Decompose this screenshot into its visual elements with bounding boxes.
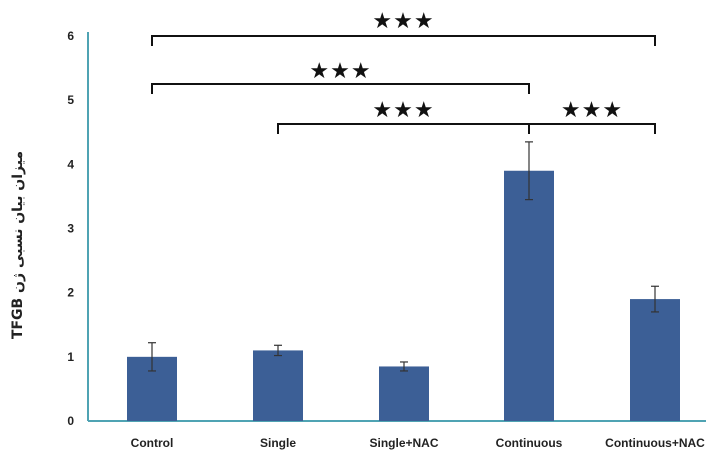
significance-label: ★★★ — [309, 59, 371, 84]
x-tick-label: Single+NAC — [369, 436, 438, 450]
bar-single — [253, 350, 303, 421]
bar-single-nac — [379, 366, 429, 421]
significance-label: ★★★ — [372, 9, 434, 34]
x-tick-label: Control — [131, 436, 174, 450]
bar-continuous — [504, 170, 554, 421]
bar-continuous-nac — [630, 299, 680, 421]
significance-bracket — [277, 123, 530, 134]
x-tick-label: Continuous — [496, 436, 563, 450]
significance-label: ★★★ — [561, 98, 623, 123]
y-tick-label: 0 — [67, 414, 74, 428]
significance-bracket — [151, 35, 656, 46]
x-tick-label: Single — [260, 436, 296, 450]
x-tick-label: Continuous+NAC — [605, 436, 705, 450]
y-tick-label: 5 — [67, 93, 74, 107]
y-axis-label: میزان بیان نسبی ژن TFGB — [10, 151, 26, 339]
y-tick-label: 3 — [67, 222, 74, 236]
significance-label: ★★★ — [372, 98, 434, 123]
y-tick-label: 2 — [67, 286, 74, 300]
y-tick-label: 4 — [67, 157, 74, 171]
y-tick-label: 6 — [67, 29, 74, 43]
significance-bracket — [151, 83, 530, 94]
significance-bracket — [528, 123, 656, 134]
y-tick-label: 1 — [67, 350, 74, 364]
